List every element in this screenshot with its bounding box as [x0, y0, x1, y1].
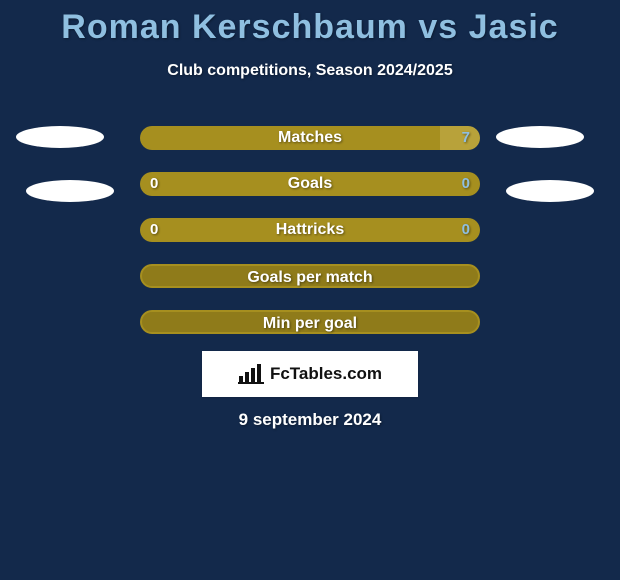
ellipse-left-2 [26, 180, 114, 202]
stat-label: Goals per match [142, 266, 478, 290]
ellipse-left-1 [16, 126, 104, 148]
ellipse-right-2 [506, 180, 594, 202]
stat-row-hattricks: Hattricks0 0 [140, 218, 480, 242]
stat-value-left: 0 [150, 218, 158, 242]
stat-label: Hattricks [140, 218, 480, 242]
brand-box: FcTables.com [202, 351, 418, 397]
ellipse-right-1 [496, 126, 584, 148]
subtitle: Club competitions, Season 2024/2025 [0, 62, 620, 80]
chart-bars-icon [238, 364, 264, 384]
page-title: Roman Kerschbaum vs Jasic [0, 8, 620, 47]
stat-value-right: 7 [462, 126, 470, 150]
stat-row-goals: Goals0 0 [140, 172, 480, 196]
date: 9 september 2024 [0, 410, 620, 430]
stat-label: Goals [140, 172, 480, 196]
brand-text: FcTables.com [270, 364, 382, 384]
stat-row-goals-per-match: Goals per match [140, 264, 480, 288]
stat-value-right: 0 [462, 172, 470, 196]
stat-label: Matches [140, 126, 480, 150]
stat-row-matches: Matches7 [140, 126, 480, 150]
stat-row-min-per-goal: Min per goal [140, 310, 480, 334]
stat-value-left: 0 [150, 172, 158, 196]
stat-label: Min per goal [142, 312, 478, 336]
stats-comparison-card: Roman Kerschbaum vs Jasic Club competiti… [0, 0, 620, 580]
stat-value-right: 0 [462, 218, 470, 242]
